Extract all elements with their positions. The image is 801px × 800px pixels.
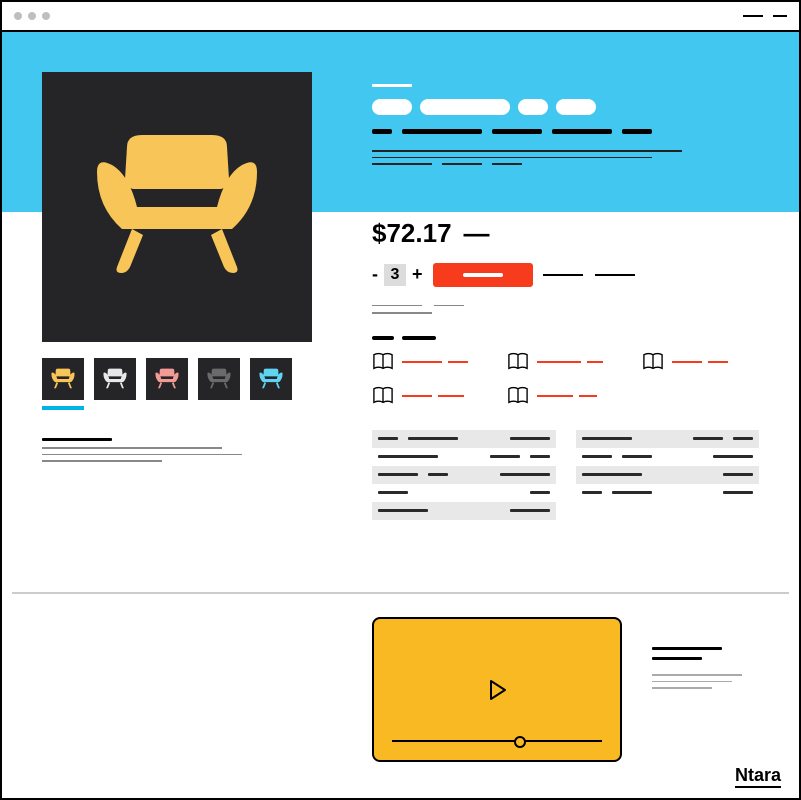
sofa-icon	[152, 366, 182, 392]
secondary-links	[543, 274, 635, 276]
spec-row	[372, 448, 556, 466]
chrome-control[interactable]	[773, 15, 787, 17]
video-description	[652, 617, 759, 694]
qty-value: 3	[384, 264, 406, 286]
tag-pill[interactable]	[372, 99, 412, 115]
features-grid	[372, 352, 759, 406]
thumbnail[interactable]	[250, 358, 292, 400]
product-title	[372, 129, 759, 140]
feature-item	[507, 386, 622, 406]
spec-row	[576, 484, 760, 502]
price-row: $72.17 —	[372, 218, 759, 249]
sofa-icon	[204, 366, 234, 392]
thumbnail-active-indicator	[42, 406, 84, 410]
book-icon	[372, 386, 394, 406]
section-divider	[12, 592, 789, 594]
book-icon	[372, 352, 394, 372]
features-heading	[372, 336, 759, 340]
shipping-info	[372, 305, 759, 314]
feature-item	[372, 352, 487, 372]
sofa-icon	[48, 366, 78, 392]
sofa-icon	[77, 117, 277, 297]
video-section	[372, 617, 759, 762]
brand-logo[interactable]: Ntara	[735, 765, 781, 788]
text-placeholder	[42, 438, 112, 441]
book-icon	[507, 352, 529, 372]
spec-row	[576, 448, 760, 466]
spec-row	[372, 484, 556, 502]
link-placeholder[interactable]	[595, 274, 635, 276]
link-placeholder[interactable]	[543, 274, 583, 276]
spec-column	[576, 430, 760, 520]
thumbnail-row	[42, 358, 312, 400]
tag-pill[interactable]	[420, 99, 510, 115]
product-description	[372, 150, 759, 170]
text-placeholder	[652, 674, 742, 676]
brand-placeholder	[372, 84, 412, 87]
feature-item	[372, 386, 487, 406]
book-icon	[507, 386, 529, 406]
qty-increment[interactable]: +	[412, 264, 423, 285]
product-image-main[interactable]	[42, 72, 312, 342]
play-icon	[482, 675, 512, 705]
purchase-row: - 3 +	[372, 263, 759, 287]
text-placeholder	[42, 447, 222, 449]
browser-frame: $72.17 — - 3 +	[0, 0, 801, 800]
spec-row	[372, 430, 556, 448]
window-dot	[42, 12, 50, 20]
button-label-placeholder	[463, 273, 503, 277]
text-placeholder	[652, 657, 702, 660]
page-content: $72.17 — - 3 +	[2, 32, 799, 798]
video-player[interactable]	[372, 617, 622, 762]
text-placeholder	[42, 460, 162, 462]
spec-row	[372, 466, 556, 484]
feature-item	[642, 352, 757, 372]
spec-row	[372, 502, 556, 520]
window-dot	[14, 12, 22, 20]
browser-chrome	[2, 2, 799, 32]
price-suffix: —	[464, 218, 490, 249]
window-dot	[28, 12, 36, 20]
thumbnail[interactable]	[146, 358, 188, 400]
qty-decrement[interactable]: -	[372, 264, 378, 285]
thumbnail[interactable]	[42, 358, 84, 400]
spec-row	[576, 466, 760, 484]
product-details-column: $72.17 — - 3 +	[372, 84, 759, 520]
price-value: $72.17	[372, 218, 452, 249]
window-controls[interactable]	[14, 12, 50, 20]
book-icon	[642, 352, 664, 372]
add-to-cart-button[interactable]	[433, 263, 533, 287]
quantity-stepper: - 3 +	[372, 264, 423, 286]
product-gallery-column	[42, 72, 312, 467]
thumbnail[interactable]	[94, 358, 136, 400]
chrome-right	[743, 15, 787, 17]
sofa-icon	[256, 366, 286, 392]
chrome-control[interactable]	[743, 15, 763, 17]
product-summary-text	[42, 438, 312, 462]
text-placeholder	[652, 687, 712, 689]
tag-pills	[372, 99, 759, 115]
text-:placeholder	[652, 647, 722, 650]
spec-column	[372, 430, 556, 520]
specifications	[372, 430, 759, 520]
thumbnail[interactable]	[198, 358, 240, 400]
text-placeholder	[42, 454, 242, 456]
tag-pill[interactable]	[556, 99, 596, 115]
spec-row	[576, 430, 760, 448]
text-placeholder	[652, 681, 732, 683]
sofa-icon	[100, 366, 130, 392]
tag-pill[interactable]	[518, 99, 548, 115]
video-timeline[interactable]	[392, 740, 602, 742]
feature-item	[507, 352, 622, 372]
